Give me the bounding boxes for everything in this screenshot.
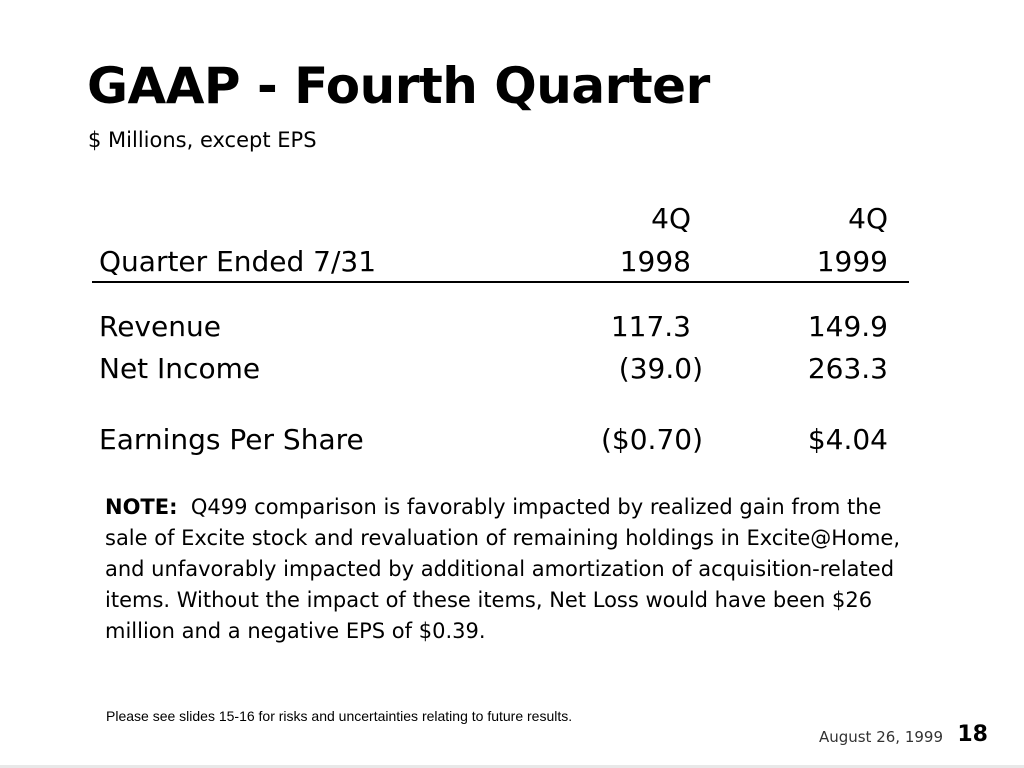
table-cell-revenue-1999: 149.9 xyxy=(807,310,888,343)
row-header-label: Quarter Ended 7/31 xyxy=(99,245,377,278)
slide-title: GAAP - Fourth Quarter xyxy=(87,57,710,115)
table-cell-revenue-1998: 117.3 xyxy=(610,310,691,343)
footer-date: August 26, 1999 xyxy=(818,728,943,746)
note-paragraph: NOTE: Q499 comparison is favorably impac… xyxy=(105,492,925,647)
table-row-label-net-income: Net Income xyxy=(99,352,261,385)
column-header-4q-1998-year: 1998 xyxy=(619,245,691,278)
table-cell-net-income-1999: 263.3 xyxy=(807,352,888,385)
column-header-4q-1998-quarter: 4Q xyxy=(651,202,691,235)
table-cell-net-income-1998: (39.0) xyxy=(618,352,703,385)
page-number: 18 xyxy=(957,722,988,747)
risk-disclaimer: Please see slides 15-16 for risks and un… xyxy=(106,708,573,724)
table-cell-eps-1998: ($0.70) xyxy=(600,423,703,456)
slide-subtitle: $ Millions, except EPS xyxy=(88,128,317,152)
table-cell-eps-1999: $4.04 xyxy=(807,423,888,456)
note-label: NOTE: xyxy=(105,495,178,519)
table-row-label-revenue: Revenue xyxy=(99,310,221,343)
table-row-label-eps: Earnings Per Share xyxy=(99,423,364,456)
header-divider xyxy=(92,281,909,283)
note-text: Q499 comparison is favorably impacted by… xyxy=(105,495,900,643)
financial-table: 4Q 4Q Quarter Ended 7/31 1998 1999 Reven… xyxy=(92,202,909,456)
bottom-border xyxy=(0,765,1024,768)
column-header-4q-1999-year: 1999 xyxy=(816,245,888,278)
column-header-4q-1999-quarter: 4Q xyxy=(848,202,888,235)
